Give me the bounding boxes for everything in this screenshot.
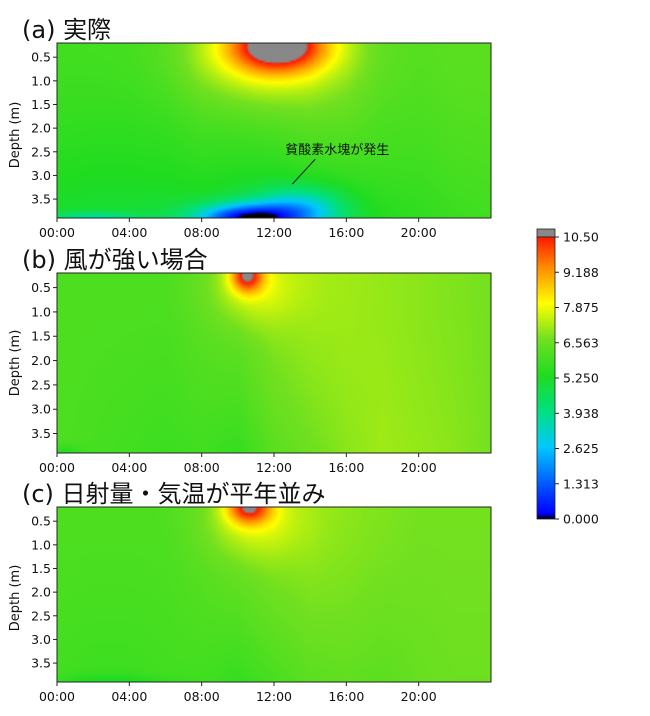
colorbar-tick-label: 3.938 xyxy=(563,406,599,421)
x-tick-label: 04:00 xyxy=(111,689,147,704)
y-tick-label: 1.0 xyxy=(31,304,51,319)
annotation-label: 貧酸素水塊が発生 xyxy=(285,142,389,158)
panel-b: (b) 風が強い場合 Depth (m) xyxy=(8,246,208,396)
panel-c-ylabel: Depth (m) xyxy=(8,565,23,632)
x-tick-label: 00:00 xyxy=(39,225,75,240)
colorbar-tick-label: 5.250 xyxy=(563,371,599,386)
y-tick-label: 2.0 xyxy=(31,353,51,368)
panel-c-title: (c) 日射量・気温が平年並み xyxy=(22,480,326,508)
y-tick-label: 1.0 xyxy=(31,537,51,552)
colorbar-tick-label: 6.563 xyxy=(563,335,599,350)
colorbar-tick-label: 7.875 xyxy=(563,300,599,315)
y-tick-label: 3.0 xyxy=(31,632,51,647)
x-tick-label: 04:00 xyxy=(111,225,147,240)
heatmap-image-a xyxy=(57,43,491,218)
panel-a: (a) 実際 Depth (m) xyxy=(8,16,111,168)
y-tick-label: 3.5 xyxy=(31,192,51,207)
y-tick-label: 2.5 xyxy=(31,377,51,392)
x-tick-label: 00:00 xyxy=(39,460,75,475)
y-tick-label: 2.5 xyxy=(31,144,51,159)
heatmap-panel-b: 0.5 1.0 1.5 2.0 2.5 3.0 3.5 00:00 04:00 08:00 12:0… xyxy=(31,272,492,475)
y-tick-label: 2.5 xyxy=(31,608,51,623)
y-tick-label: 0.5 xyxy=(31,50,51,65)
x-tick-label: 00:00 xyxy=(39,689,75,704)
panel-c: (c) 日射量・気温が平年並み Depth (m) xyxy=(8,480,326,631)
annotation-arrow xyxy=(291,158,316,185)
colorbar-tick-label: 9.188 xyxy=(563,265,599,280)
panel-a-ylabel: Depth (m) xyxy=(8,102,23,169)
y-tick-label: 1.0 xyxy=(31,73,51,88)
heatmap-image-c xyxy=(57,507,491,682)
y-tick-label: 3.5 xyxy=(31,426,51,441)
y-tick-label: 1.5 xyxy=(31,97,51,112)
x-tick-label: 16:00 xyxy=(328,460,364,475)
y-tick-label: 2.0 xyxy=(31,121,51,136)
colorbar-tick-label: 0.000 xyxy=(563,512,599,527)
x-tick-label: 12:00 xyxy=(256,460,292,475)
x-tick-label: 12:00 xyxy=(256,225,292,240)
x-tick-label: 20:00 xyxy=(401,689,437,704)
colorbar-tick-label: 10.50 xyxy=(563,230,599,245)
x-tick-label: 08:00 xyxy=(184,689,220,704)
y-tick-label: 3.5 xyxy=(31,656,51,671)
panel-b-title: (b) 風が強い場合 xyxy=(22,246,208,274)
panel-b-ylabel: Depth (m) xyxy=(8,330,23,397)
y-tick-label: 2.0 xyxy=(31,585,51,600)
y-tick-label: 1.5 xyxy=(31,561,51,576)
x-tick-label: 08:00 xyxy=(184,460,220,475)
colorbar: 10.50 9.188 7.875 6.563 5.250 3.938 2.625 1.313… xyxy=(536,228,599,527)
y-tick-label: 1.5 xyxy=(31,329,51,344)
x-tick-label: 12:00 xyxy=(256,689,292,704)
y-tick-label: 3.0 xyxy=(31,168,51,183)
x-tick-label: 04:00 xyxy=(111,460,147,475)
heatmap-panel-c: 0.5 1.0 1.5 2.0 2.5 3.0 3.5 00:00 04:00 08:00 12:0… xyxy=(31,506,492,704)
x-tick-label: 16:00 xyxy=(328,225,364,240)
y-tick-label: 0.5 xyxy=(31,280,51,295)
heatmap-image-b xyxy=(57,273,491,453)
colorbar-overflow-swatch xyxy=(536,228,556,238)
colorbar-tick-label: 2.625 xyxy=(563,441,599,456)
y-tick-label: 3.0 xyxy=(31,402,51,417)
panel-a-title: (a) 実際 xyxy=(22,16,111,44)
x-tick-label: 08:00 xyxy=(184,225,220,240)
x-tick-label: 16:00 xyxy=(328,689,364,704)
y-tick-label: 0.5 xyxy=(31,514,51,529)
colorbar-tick-label: 1.313 xyxy=(563,476,599,491)
x-tick-label: 20:00 xyxy=(401,460,437,475)
heatmap-panel-a: 0.5 1.0 1.5 2.0 2.5 3.0 3.5 00:00 04:00 08:00 12:0… xyxy=(31,42,492,240)
x-tick-label: 20:00 xyxy=(401,225,437,240)
colorbar-gradient xyxy=(536,236,556,520)
